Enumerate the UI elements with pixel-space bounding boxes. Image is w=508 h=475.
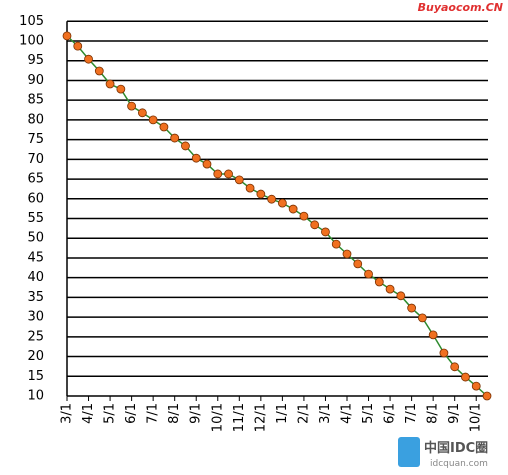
data-point xyxy=(148,115,158,125)
data-point xyxy=(417,313,427,323)
data-point xyxy=(245,183,255,193)
data-point xyxy=(482,391,492,401)
data-point xyxy=(461,372,470,382)
x-tick-label: 10/1 xyxy=(469,403,484,432)
data-point xyxy=(62,31,72,41)
y-tick-label: 65 xyxy=(27,172,44,187)
y-tick-label: 55 xyxy=(27,211,44,226)
y-tick-label: 100 xyxy=(19,34,44,49)
x-tick-label: 8/1 xyxy=(167,403,182,424)
data-point xyxy=(213,169,223,179)
data-point xyxy=(224,169,233,179)
x-tick-label: 4/1 xyxy=(81,403,96,424)
y-tick-label: 75 xyxy=(27,132,44,147)
y-tick-label: 15 xyxy=(27,369,44,384)
x-tick-label: 4/1 xyxy=(340,403,355,424)
y-tick-label: 90 xyxy=(27,73,44,88)
y-tick-label: 20 xyxy=(27,349,44,364)
data-point xyxy=(385,284,395,294)
y-tick-label: 10 xyxy=(27,389,44,404)
data-point xyxy=(105,79,115,89)
watermark: Buyaocom.CN xyxy=(418,1,503,14)
x-tick-label: 6/1 xyxy=(124,403,139,424)
x-tick-label: 1/1 xyxy=(275,403,290,424)
data-point xyxy=(331,239,341,249)
data-point xyxy=(428,330,438,340)
data-point xyxy=(321,227,330,237)
x-tick-label: 9/1 xyxy=(447,403,462,424)
data-point xyxy=(374,277,384,287)
data-point xyxy=(310,220,320,230)
data-point xyxy=(159,122,169,132)
y-tick-label: 105 xyxy=(19,14,44,29)
data-point xyxy=(202,159,212,169)
data-point xyxy=(439,348,449,358)
x-tick-label: 6/1 xyxy=(383,403,398,424)
x-tick-label: 7/1 xyxy=(404,403,419,424)
data-point xyxy=(407,303,417,313)
x-tick-label: 11/1 xyxy=(232,403,247,432)
x-tick-label: 3/1 xyxy=(318,403,333,424)
x-tick-label: 12/1 xyxy=(253,403,268,432)
y-tick-label: 60 xyxy=(27,191,44,206)
data-point xyxy=(396,291,406,301)
data-point xyxy=(450,362,460,372)
x-tick-label: 5/1 xyxy=(361,403,376,424)
x-tick-label: 9/1 xyxy=(189,403,204,424)
data-point xyxy=(191,153,201,163)
y-tick-label: 80 xyxy=(27,112,44,127)
y-tick-label: 85 xyxy=(27,93,44,108)
y-tick-label: 40 xyxy=(27,270,44,285)
x-tick-label: 7/1 xyxy=(146,403,161,424)
y-tick-label: 35 xyxy=(27,290,44,305)
series-line xyxy=(66,35,488,397)
data-point xyxy=(471,381,481,391)
data-point xyxy=(234,175,244,185)
x-tick-label: 2/1 xyxy=(296,403,311,424)
data-point xyxy=(170,133,180,143)
data-point xyxy=(288,204,298,214)
data-point xyxy=(94,66,104,76)
y-tick-label: 70 xyxy=(27,152,44,167)
data-point xyxy=(277,198,287,208)
data-point xyxy=(127,101,137,111)
y-tick-label: 30 xyxy=(27,310,44,325)
y-tick-label: 25 xyxy=(27,329,44,344)
data-point xyxy=(84,54,93,64)
x-tick-label: 3/1 xyxy=(60,403,75,424)
y-tick-label: 95 xyxy=(27,53,44,68)
watermark-logo xyxy=(398,437,420,467)
data-point xyxy=(137,108,147,118)
data-point xyxy=(342,249,352,259)
x-tick-label: 10/1 xyxy=(210,403,225,432)
data-point xyxy=(73,41,83,51)
watermark: idcquan.com xyxy=(430,459,488,469)
data-point xyxy=(267,194,277,204)
data-point xyxy=(299,211,309,221)
x-tick-label: 8/1 xyxy=(426,403,441,424)
data-point xyxy=(353,259,363,269)
data-point xyxy=(181,141,190,151)
x-tick-label: 5/1 xyxy=(103,403,118,424)
data-point xyxy=(116,84,126,94)
watermark: 中国IDC圈 xyxy=(424,440,488,456)
y-tick-label: 50 xyxy=(27,231,44,246)
data-point xyxy=(256,189,266,199)
data-point xyxy=(364,269,373,279)
y-tick-label: 45 xyxy=(27,250,44,265)
